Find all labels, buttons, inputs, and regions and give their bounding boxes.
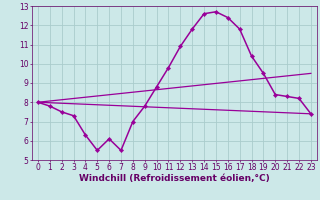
X-axis label: Windchill (Refroidissement éolien,°C): Windchill (Refroidissement éolien,°C)	[79, 174, 270, 183]
